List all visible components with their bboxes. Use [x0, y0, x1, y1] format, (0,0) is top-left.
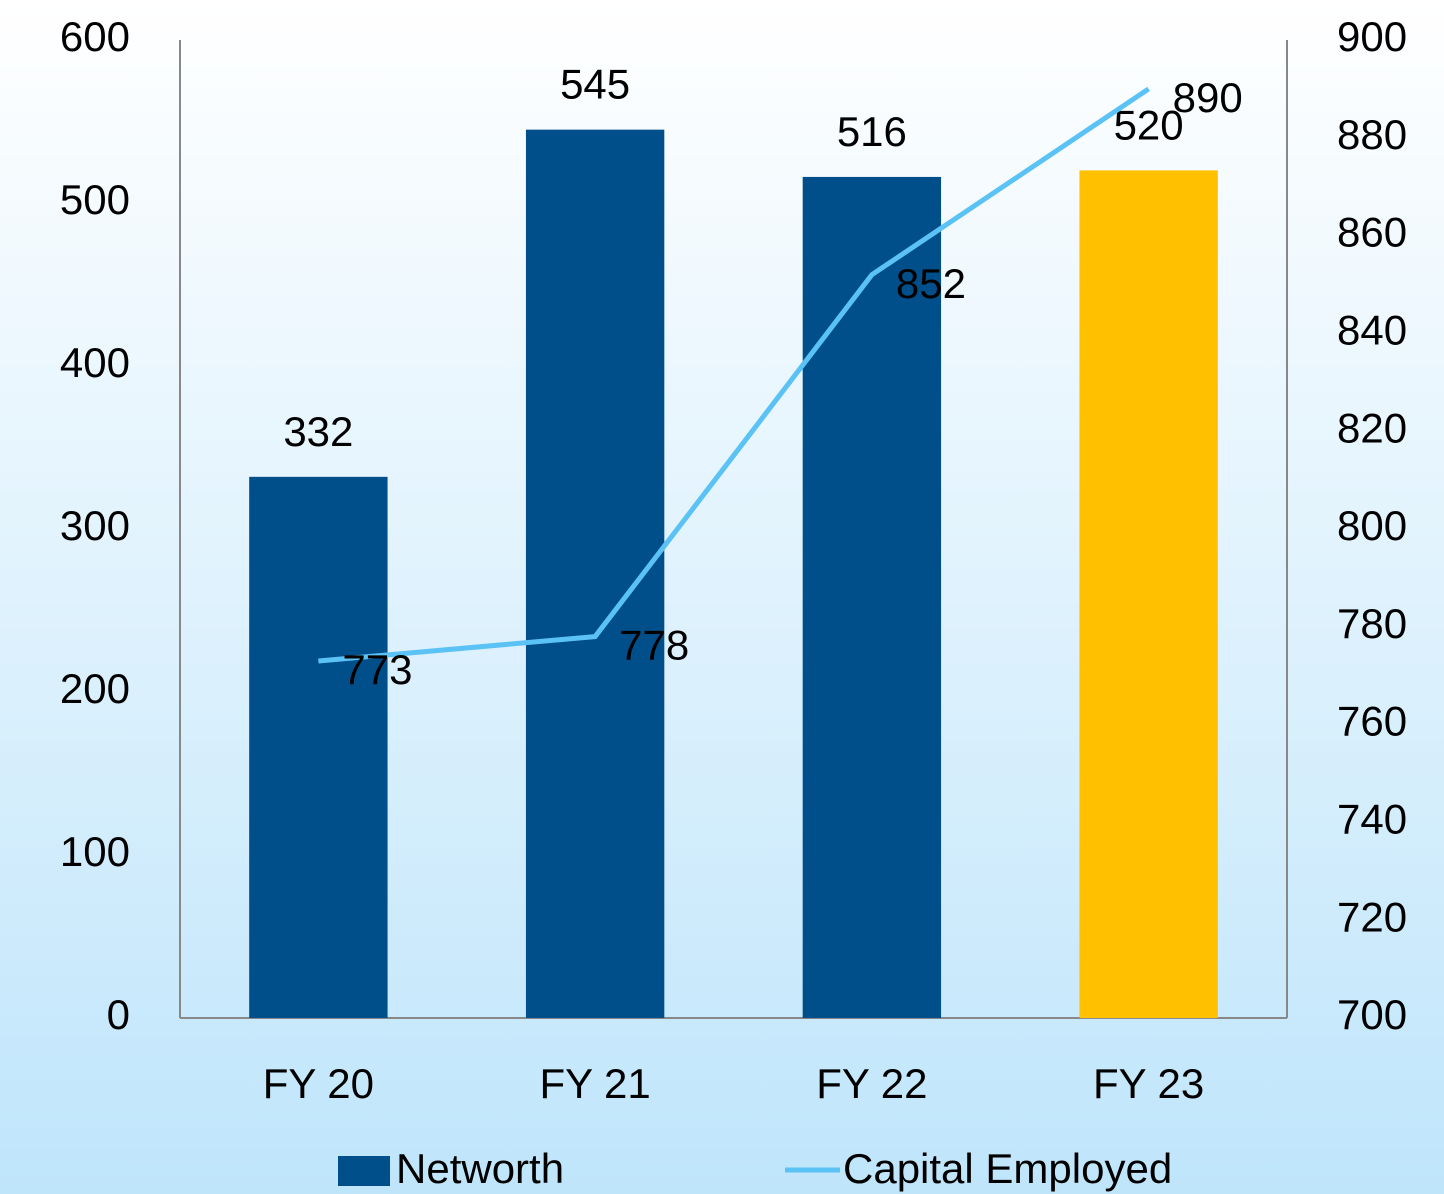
y-tick-label: 300: [60, 502, 130, 549]
bar: [1079, 170, 1218, 1018]
y2-tick-label: 800: [1337, 502, 1407, 549]
data-label: 332: [283, 408, 353, 455]
data-label: 778: [619, 622, 689, 669]
x-tick-label: FY 20: [263, 1060, 374, 1107]
bar: [802, 176, 942, 1019]
data-label: 890: [1173, 74, 1243, 121]
y-tick-label: 600: [60, 13, 130, 60]
x-tick-label: FY 21: [539, 1060, 650, 1107]
y2-tick-label: 740: [1337, 795, 1407, 842]
y2-tick-label: 860: [1337, 209, 1407, 256]
y-tick-label: 100: [60, 828, 130, 875]
y2-tick-label: 720: [1337, 893, 1407, 940]
legend-swatch: [338, 1156, 390, 1186]
y2-tick-label: 700: [1337, 991, 1407, 1038]
y2-tick-label: 780: [1337, 600, 1407, 647]
y-tick-label: 400: [60, 339, 130, 386]
y2-tick-label: 900: [1337, 13, 1407, 60]
bar: [249, 476, 388, 1019]
y2-tick-label: 760: [1337, 698, 1407, 745]
x-tick-label: FY 23: [1093, 1060, 1204, 1107]
data-label: 773: [342, 646, 412, 693]
y-tick-label: 200: [60, 665, 130, 712]
legend-label: Networth: [396, 1145, 564, 1192]
y2-tick-label: 880: [1337, 111, 1407, 158]
data-label: 520: [1114, 101, 1184, 148]
line: [318, 86, 1151, 664]
legend-label: Capital Employed: [843, 1145, 1172, 1192]
y-tick-label: 0: [107, 991, 130, 1038]
x-tick-label: FY 22: [816, 1060, 927, 1107]
data-label: 516: [837, 108, 907, 155]
y2-tick-label: 840: [1337, 306, 1407, 353]
y2-tick-label: 820: [1337, 404, 1407, 451]
y-tick-label: 500: [60, 176, 130, 223]
data-label: 852: [896, 260, 966, 307]
data-label: 545: [560, 61, 630, 108]
